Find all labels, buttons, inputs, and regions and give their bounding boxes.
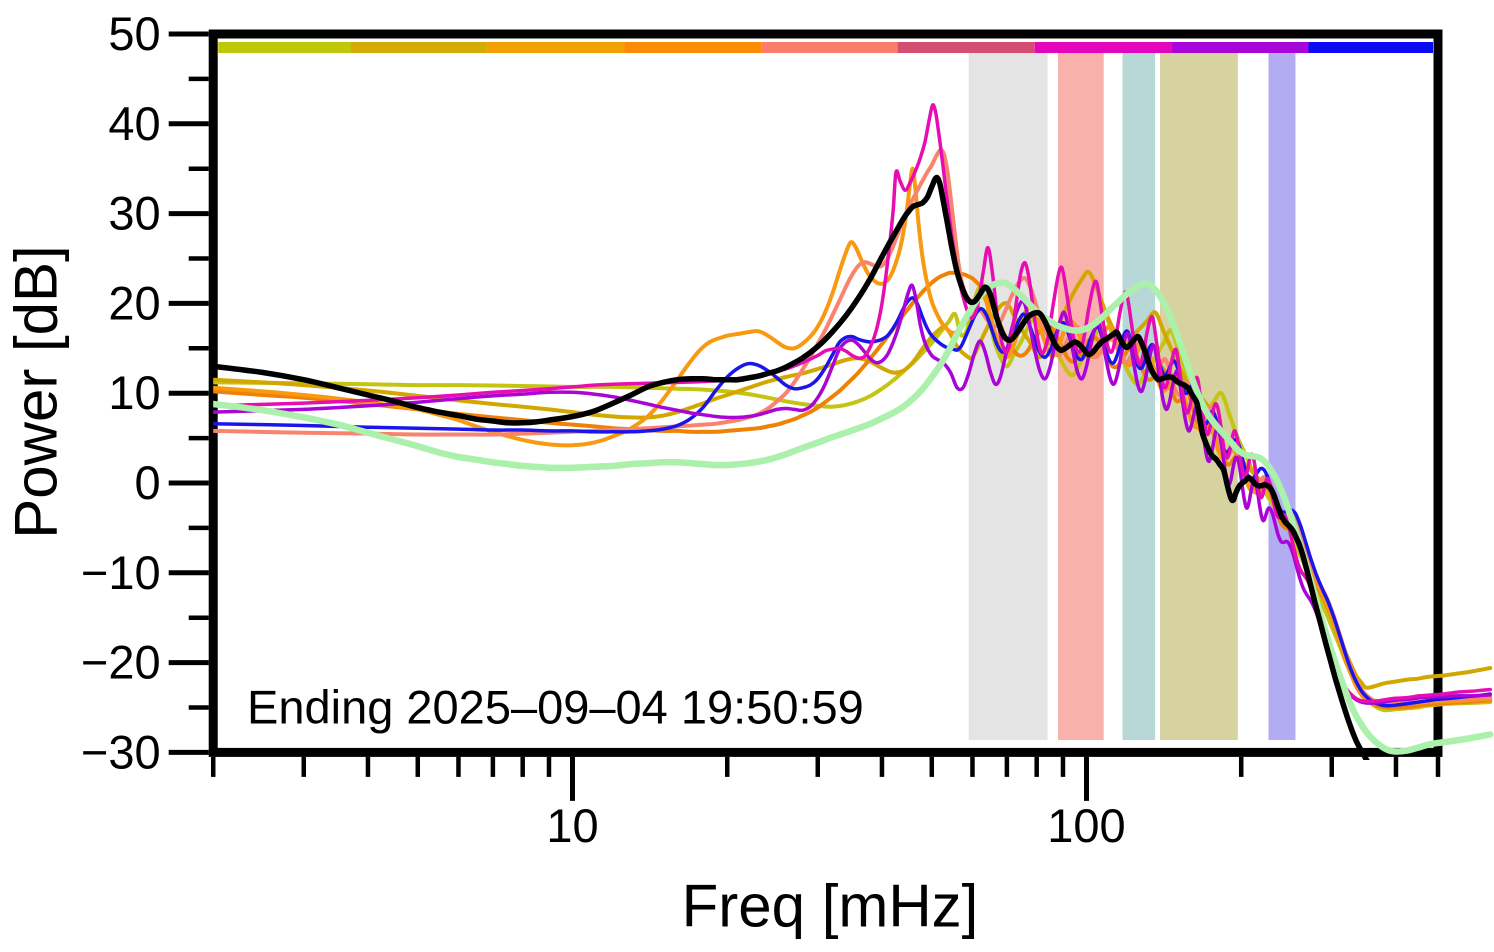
highlight-band <box>968 53 1048 740</box>
series-group <box>213 103 1494 760</box>
highlight-band <box>1122 53 1156 740</box>
y-tick-label: 0 <box>135 456 161 509</box>
band-strip-segment <box>486 42 625 53</box>
y-tick-label: 40 <box>108 97 160 150</box>
y-tick-label: 50 <box>108 7 160 60</box>
y-tick-label: −20 <box>81 636 161 689</box>
y-axis-title: Power [dB] <box>2 245 70 539</box>
band-strip-segment <box>218 42 351 53</box>
y-tick-label: 20 <box>108 276 160 329</box>
series-purple <box>213 283 1492 705</box>
series-black <box>213 174 1370 760</box>
series-olive <box>213 282 1493 713</box>
series-gold <box>213 269 1493 690</box>
y-tick-label: −10 <box>81 546 161 599</box>
y-tick-label: −30 <box>81 725 161 778</box>
y-tick-label: 30 <box>108 187 160 240</box>
y-tick-label: 10 <box>108 366 160 419</box>
band-strip-segment <box>1034 42 1172 53</box>
highlight-band <box>1268 53 1296 740</box>
band-strip-segment <box>1171 42 1309 53</box>
x-tick-label: 100 <box>1047 799 1125 852</box>
band-strip-segment <box>761 42 898 53</box>
x-axis-title: Freq [mHz] <box>681 872 979 940</box>
band-strip-segment <box>1308 42 1433 53</box>
series-orange <box>213 166 1493 707</box>
band-strip-segment <box>350 42 487 53</box>
highlight-band <box>1057 53 1104 740</box>
band-strip-segment <box>897 42 1035 53</box>
band-strip-segment <box>624 42 762 53</box>
x-tick-label: 10 <box>546 799 598 852</box>
ending-timestamp-annotation: Ending 2025–09–04 19:50:59 <box>247 680 864 734</box>
